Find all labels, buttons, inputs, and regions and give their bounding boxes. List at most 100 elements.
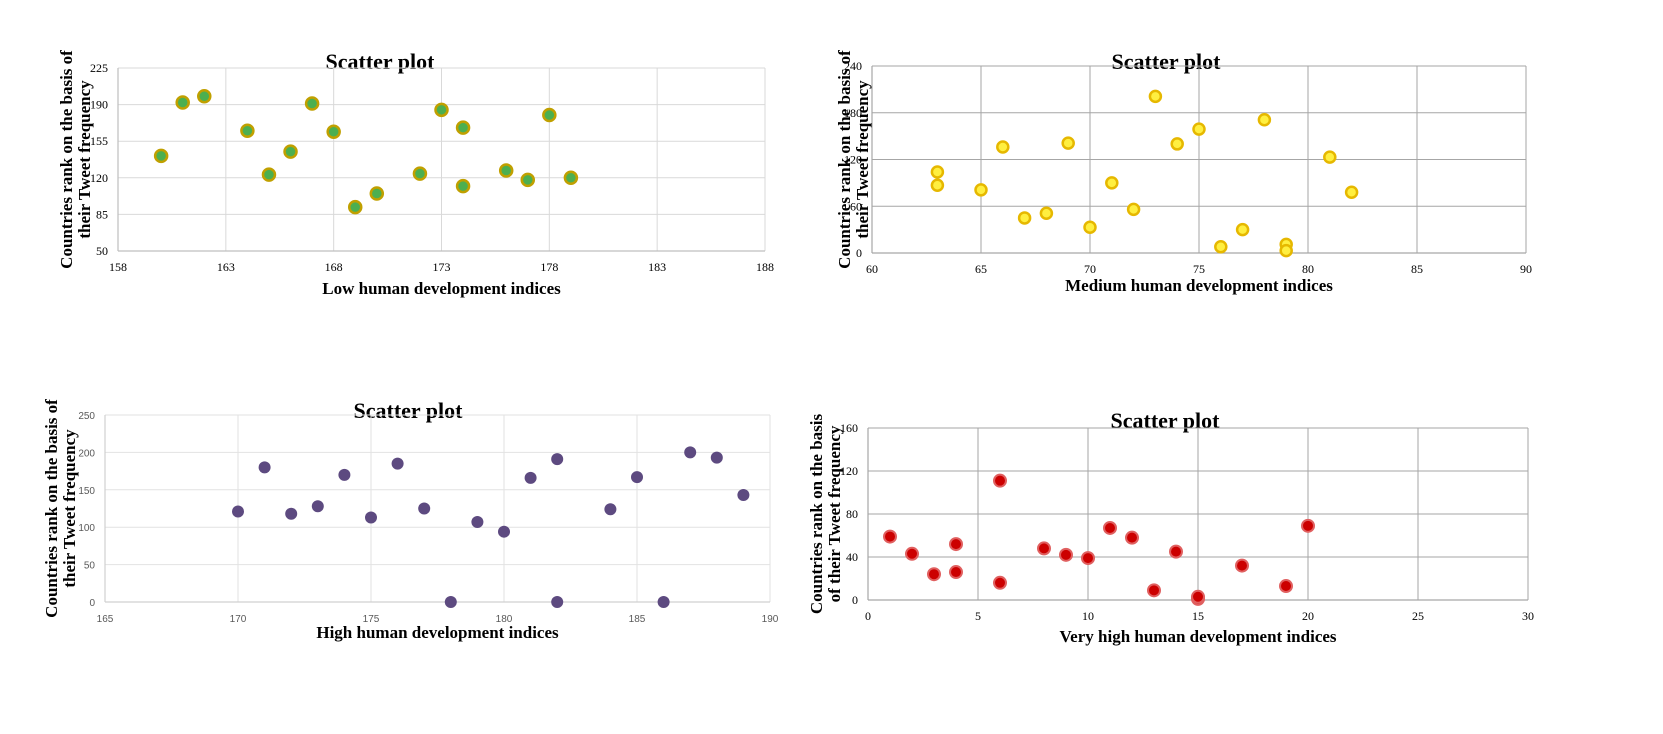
chart1-title: Scatter plot xyxy=(1112,49,1222,74)
chart1-point-0-3 xyxy=(996,140,1010,154)
chart0-point-0-6 xyxy=(304,96,320,111)
chart3-xtick-label-1: 5 xyxy=(975,609,981,623)
chart0-point-0-17 xyxy=(563,170,579,186)
chart0-ytick-label-5: 225 xyxy=(90,61,108,75)
chart0-point-0-5 xyxy=(283,144,298,159)
chart1-ytick-label-2: 120 xyxy=(844,153,862,167)
chart0-point-0-3 xyxy=(240,123,255,138)
chart3-point-0-10 xyxy=(1103,520,1117,535)
chart2-ytick-label-5: 250 xyxy=(78,411,95,422)
chart3-xtick-label-4: 20 xyxy=(1302,609,1314,623)
chart2-ylabel-line-1: their Tweet frequency xyxy=(60,429,79,588)
chart2-xtick-label-2: 175 xyxy=(363,614,380,625)
chart1-xlabel: Medium human development indices xyxy=(1065,276,1333,295)
chart2-point-0-4 xyxy=(338,468,351,481)
chart2-point-0-13 xyxy=(551,596,564,608)
chart3-ylabel: Countries rank on the basisof their Twee… xyxy=(807,413,844,614)
chart2-ylabel: Countries rank on the basis oftheir Twee… xyxy=(42,399,79,618)
chart0-ytick-label-1: 85 xyxy=(96,207,108,221)
chart-medium-hdi-svg: Scatter plot 0 60 120 180 240 60 65 70 75 80 85 90 Me… xyxy=(835,49,1532,295)
chart3-point-0-9 xyxy=(1081,551,1095,566)
chart2-point-0-0 xyxy=(232,505,244,518)
chart2-ylabel-line-0: Countries rank on the basis of xyxy=(42,399,61,618)
chart0-point-0-13 xyxy=(455,178,471,194)
chart2-point-0-15 xyxy=(631,471,643,484)
chart3-point-0-8 xyxy=(1059,547,1073,562)
chart1-point-0-17 xyxy=(1279,243,1293,258)
chart0-point-0-0 xyxy=(153,148,169,164)
chart0-point-0-14 xyxy=(498,163,514,178)
chart2-xtick-label-3: 180 xyxy=(496,614,513,625)
chart2-point-0-1 xyxy=(258,461,271,474)
chart2-point-0-14 xyxy=(604,503,617,516)
chart1-point-0-15 xyxy=(1257,113,1272,127)
chart3-xtick-label-3: 15 xyxy=(1192,609,1204,623)
chart2-ytick-label-4: 200 xyxy=(78,448,95,459)
chart-very-high-hdi-svg: Scatter plot 0 40 80 120 160 0 5 10 15 20 25 30 Very … xyxy=(807,408,1534,646)
chart0-xtick-label-5: 183 xyxy=(648,260,666,274)
chart0-point-0-15 xyxy=(520,172,536,188)
chart0-xtick-label-1: 163 xyxy=(217,260,235,274)
chart1-xtick-label-4: 80 xyxy=(1302,262,1314,276)
chart1-ylabel-line-0: Countries rank on the basis of xyxy=(835,50,854,269)
chart1-point-0-11 xyxy=(1170,137,1184,151)
chart0-xtick-label-4: 178 xyxy=(540,260,558,274)
chart3-xtick-label-5: 25 xyxy=(1412,609,1424,623)
chart3-ylabel-line-0: Countries rank on the basis xyxy=(807,413,826,614)
chart2-point-0-7 xyxy=(418,502,431,515)
chart2-point-0-5 xyxy=(365,511,377,524)
chart3-point-0-18 xyxy=(1301,518,1315,533)
chart1-xtick-label-2: 70 xyxy=(1084,262,1096,276)
chart3-title: Scatter plot xyxy=(1111,408,1221,433)
chart0-ylabel-line-0: Countries rank on the basis of xyxy=(57,50,76,269)
chart-low-hdi: Scatter plot 50 85 120 155 190 225 158 163 168 173… xyxy=(0,20,830,320)
chart0-xlabel: Low human development indices xyxy=(322,279,561,298)
chart0-ytick-label-2: 120 xyxy=(90,171,108,185)
chart3-point-0-7 xyxy=(1037,541,1051,556)
chart1-xtick-label-5: 85 xyxy=(1411,262,1423,276)
chart-high-hdi: Scatter plot 0 50 100 150 200 250 165 170 175 180 1… xyxy=(0,395,830,700)
chart3-xtick-label-2: 10 xyxy=(1082,609,1094,623)
chart1-ylabel-line-1: their Tweet frequency xyxy=(853,80,872,239)
chart0-point-0-12 xyxy=(455,120,471,135)
chart0-point-0-8 xyxy=(347,199,363,215)
chart2-point-0-8 xyxy=(444,596,457,608)
chart3-point-0-4 xyxy=(949,565,963,580)
chart1-xtick-label-0: 60 xyxy=(866,262,878,276)
chart2-point-0-17 xyxy=(684,446,697,459)
chart-very-high-hdi: Scatter plot 0 40 80 120 160 0 5 10 15 20 25 30 Very … xyxy=(807,405,1663,705)
chart0-ylabel: Countries rank on the basis oftheir Twee… xyxy=(57,50,94,269)
chart1-ytick-label-3: 180 xyxy=(844,106,862,120)
chart1-point-0-5 xyxy=(1039,206,1054,221)
chart1-point-0-4 xyxy=(1017,211,1032,225)
chart0-xtick-label-0: 158 xyxy=(109,260,127,274)
chart2-point-0-6 xyxy=(391,457,404,470)
chart0-point-0-10 xyxy=(412,166,428,181)
chart1-ytick-label-4: 240 xyxy=(844,59,862,73)
chart3-point-0-12 xyxy=(1147,583,1161,598)
chart0-xtick-label-6: 188 xyxy=(756,260,774,274)
chart1-point-0-7 xyxy=(1083,220,1097,235)
chart0-xtick-label-2: 168 xyxy=(325,260,343,274)
chart3-point-0-15 xyxy=(1191,589,1205,604)
chart0-point-0-11 xyxy=(434,102,449,118)
chart2-point-0-12 xyxy=(551,453,564,466)
chart3-ytick-label-2: 80 xyxy=(846,507,858,521)
chart2-ytick-label-1: 50 xyxy=(84,561,96,572)
chart0-ylabel-line-1: their Tweet frequency xyxy=(75,80,94,239)
chart1-point-0-19 xyxy=(1344,185,1359,199)
chart2-title: Scatter plot xyxy=(354,398,464,423)
chart3-xtick-label-0: 0 xyxy=(865,609,871,623)
chart1-point-0-1 xyxy=(930,178,945,192)
chart-medium-hdi: Scatter plot 0 60 120 180 240 60 65 70 75 80 85 90 Me… xyxy=(830,20,1663,320)
chart2-xtick-label-1: 170 xyxy=(230,614,247,625)
chart1-xtick-label-6: 90 xyxy=(1520,262,1532,276)
chart2-ytick-label-3: 150 xyxy=(78,486,95,497)
chart3-ytick-label-4: 160 xyxy=(840,421,858,435)
chart1-point-0-10 xyxy=(1148,89,1163,104)
chart0-point-0-7 xyxy=(326,124,341,140)
chart3-ytick-label-0: 0 xyxy=(852,593,858,607)
chart1-point-0-9 xyxy=(1126,202,1141,217)
chart0-point-0-2 xyxy=(197,88,212,104)
chart3-point-0-16 xyxy=(1235,558,1249,573)
